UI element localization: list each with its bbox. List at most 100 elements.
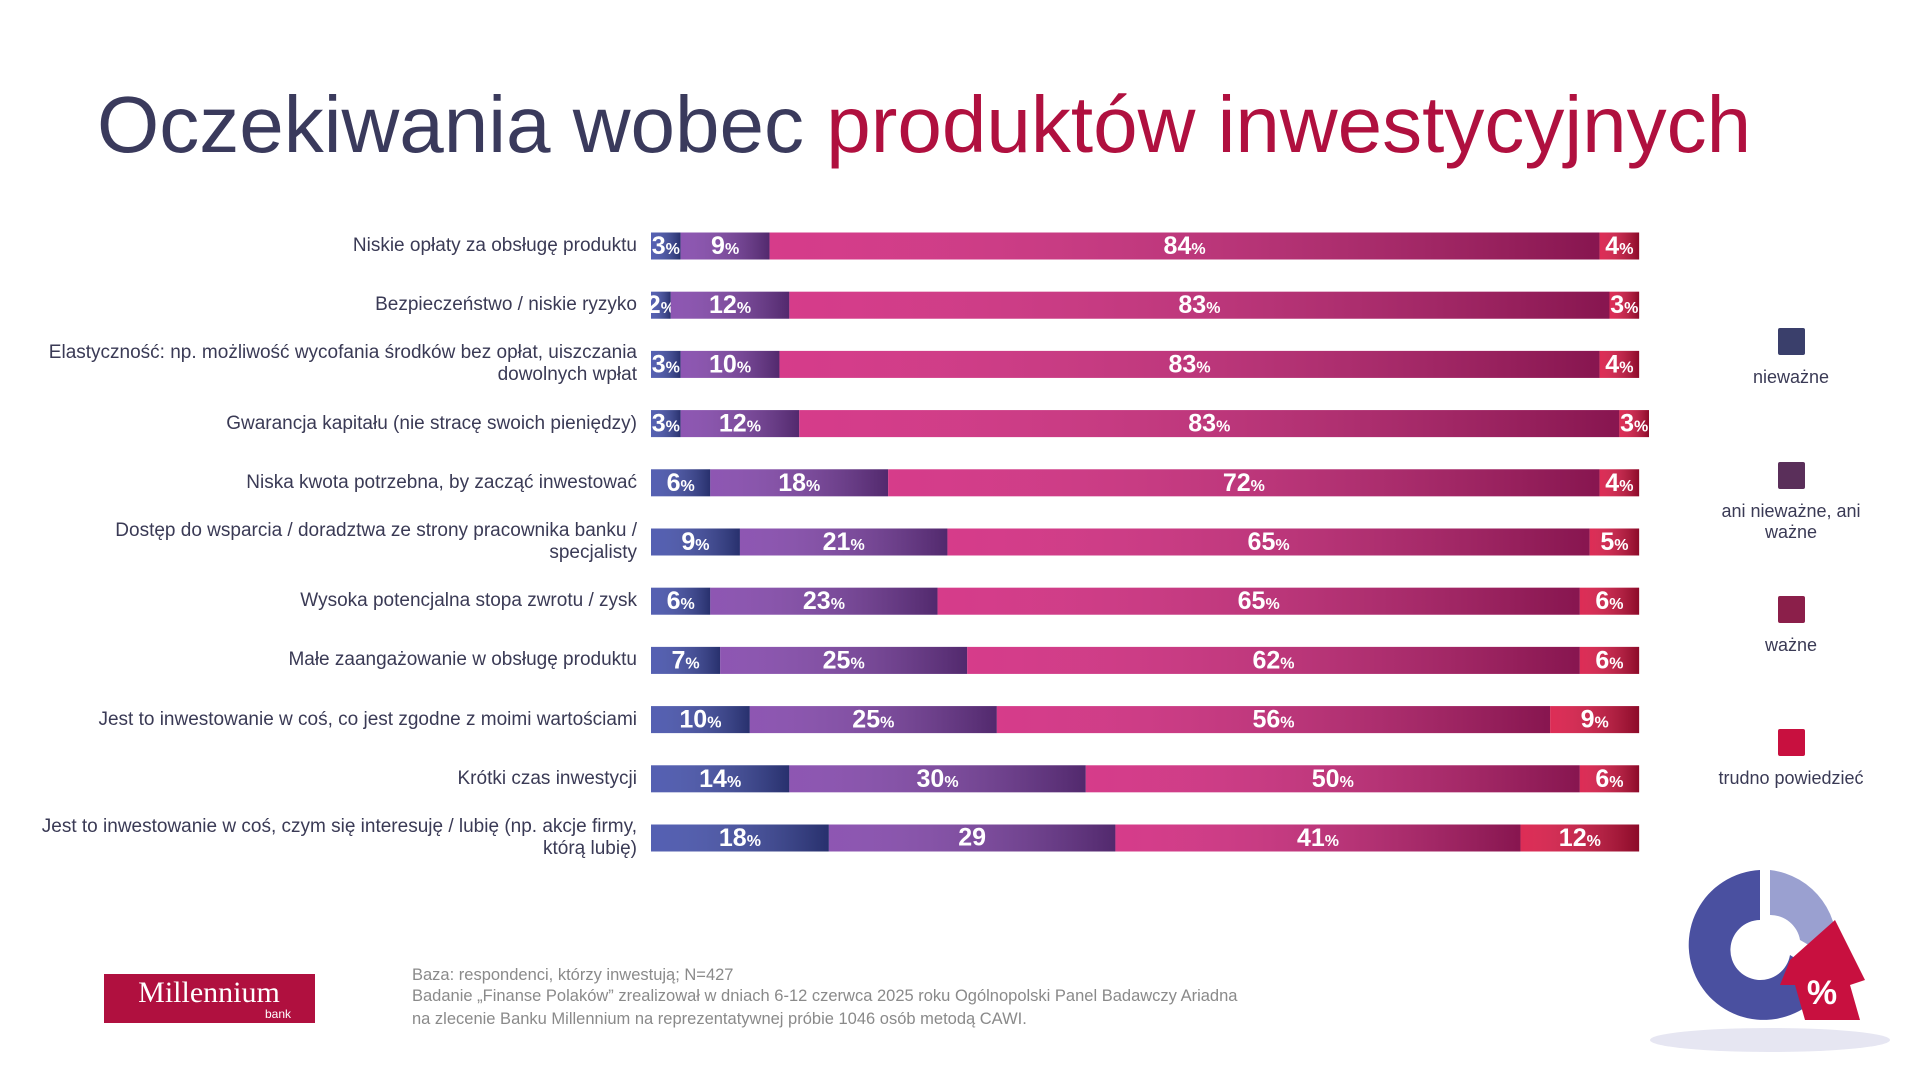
- bar-shade: [937, 587, 1580, 615]
- value-label: 6%: [1595, 764, 1623, 792]
- bar-shade: [710, 587, 938, 615]
- bar-shade: [651, 291, 671, 319]
- note: Badanie „Finanse Polaków” zrealizował w …: [412, 987, 1238, 1005]
- value-label: 23%: [803, 587, 845, 615]
- value-label: 18%: [719, 824, 761, 852]
- legend-label: ważne: [1764, 635, 1818, 655]
- category-label: Krótki czas inwestycji: [457, 767, 638, 789]
- value-label: 3%: [652, 232, 680, 260]
- bar-shade: [720, 646, 968, 674]
- title-main: Oczekiwania wobec: [97, 80, 804, 169]
- bar-shade: [670, 291, 790, 319]
- category-label: Gwarancja kapitału (nie stracę swoich pi…: [226, 412, 637, 434]
- value-label: 4%: [1605, 232, 1633, 260]
- legend-swatch: [1777, 729, 1805, 756]
- note: Baza: respondenci, którzy inwestują; N=4…: [412, 966, 734, 984]
- category-label: Niskie opłaty za obsługę produktu: [352, 235, 637, 256]
- bar-shade: [1520, 824, 1640, 852]
- bar-shade: [651, 350, 681, 378]
- value-label: 9%: [681, 528, 709, 556]
- legend-label: trudno powiedzieć: [1718, 768, 1864, 788]
- value-label: 25%: [823, 646, 865, 674]
- bar-shade: [651, 706, 750, 734]
- bar-shade: [1599, 350, 1640, 378]
- category-label: Niska kwota potrzebna, by zacząć inwesto…: [246, 471, 637, 493]
- value-label: 10%: [709, 350, 751, 378]
- bar-shade: [1609, 291, 1640, 319]
- value-label: 4%: [1605, 468, 1633, 496]
- legend-label: ani nieważne, ani ważne: [1721, 501, 1861, 542]
- icon-glyph: %: [1807, 974, 1837, 1012]
- logo-sub: bank: [265, 1007, 292, 1021]
- value-label: 4%: [1605, 350, 1633, 378]
- shadow: [1650, 1028, 1890, 1052]
- decoration: %: [1650, 870, 1890, 1052]
- bar-shade: [828, 824, 1116, 852]
- value-label: 65%: [1248, 528, 1290, 556]
- bar-shade: [749, 706, 997, 734]
- category-label: Wysoka potencjalna stopa zwrotu / zysk: [300, 590, 637, 612]
- logo-box: [104, 974, 315, 1023]
- bar-shade: [789, 765, 1086, 793]
- value-label: 56%: [1252, 705, 1294, 733]
- value-label: 72%: [1223, 468, 1265, 496]
- logo: Millennium bank: [104, 974, 315, 1023]
- value-label: 6%: [1595, 646, 1623, 674]
- bar-shade: [651, 824, 829, 852]
- value-label: 3%: [1620, 409, 1648, 437]
- note: na zlecenie Banku Millennium na reprezen…: [412, 1010, 1027, 1028]
- value-label: 29: [958, 824, 986, 852]
- value-label: 10%: [679, 705, 721, 733]
- legend-item: ani nieważne, ani ważne: [1706, 462, 1876, 543]
- value-label: 12%: [719, 409, 761, 437]
- value-label: 7%: [672, 646, 700, 674]
- bar-shade: [651, 410, 681, 438]
- value-label: 3%: [1610, 291, 1638, 319]
- value-label: 9%: [711, 232, 739, 260]
- bar-shade: [651, 528, 740, 556]
- value-label: 6%: [667, 587, 695, 615]
- bar-shade: [1550, 706, 1640, 734]
- category-label: Małe zaangażowanie w obsługę produktu: [288, 649, 637, 671]
- value-label: 5%: [1600, 528, 1628, 556]
- legend-item: trudno powiedzieć: [1706, 729, 1876, 789]
- legend-swatch: [1777, 328, 1805, 355]
- legend-swatch: [1777, 462, 1805, 489]
- value-label: 50%: [1312, 764, 1354, 792]
- value-label: 25%: [852, 705, 894, 733]
- value-label: 12%: [1559, 824, 1601, 852]
- bar-shade: [1115, 824, 1521, 852]
- bar-shade: [799, 410, 1620, 438]
- arrow: [1780, 920, 1865, 1020]
- value-label: 3%: [652, 350, 680, 378]
- bar-shade: [1599, 469, 1640, 497]
- bar-shade: [651, 469, 711, 497]
- title-highlight: produktów inwestycyjnych: [826, 80, 1751, 169]
- bar-shade: [680, 350, 780, 378]
- bar-shade: [1579, 765, 1640, 793]
- value-label: 83%: [1169, 350, 1211, 378]
- bar-shade: [1589, 528, 1640, 556]
- value-label: 83%: [1178, 291, 1220, 319]
- bar-shade: [651, 646, 721, 674]
- legend-swatch: [1777, 596, 1805, 623]
- bar-shade: [789, 291, 1610, 319]
- value-label: 21%: [823, 528, 865, 556]
- logo-name: Millennium: [138, 976, 280, 1009]
- bar-shade: [888, 469, 1600, 497]
- bar-shade: [710, 469, 889, 497]
- bar-shade: [947, 528, 1590, 556]
- bar-shade: [996, 706, 1551, 734]
- bar-shade: [769, 232, 1600, 260]
- value-label: 41%: [1297, 824, 1339, 852]
- value-label: 6%: [667, 468, 695, 496]
- bar-shade: [680, 410, 800, 438]
- value-label: 30%: [917, 764, 959, 792]
- bar-shade: [651, 232, 681, 260]
- value-label: 6%: [1595, 587, 1623, 615]
- legend-label: nieważne: [1752, 367, 1830, 387]
- category-label: Bezpieczeństwo / niskie ryzyko: [375, 294, 637, 316]
- bar-shade: [1579, 646, 1640, 674]
